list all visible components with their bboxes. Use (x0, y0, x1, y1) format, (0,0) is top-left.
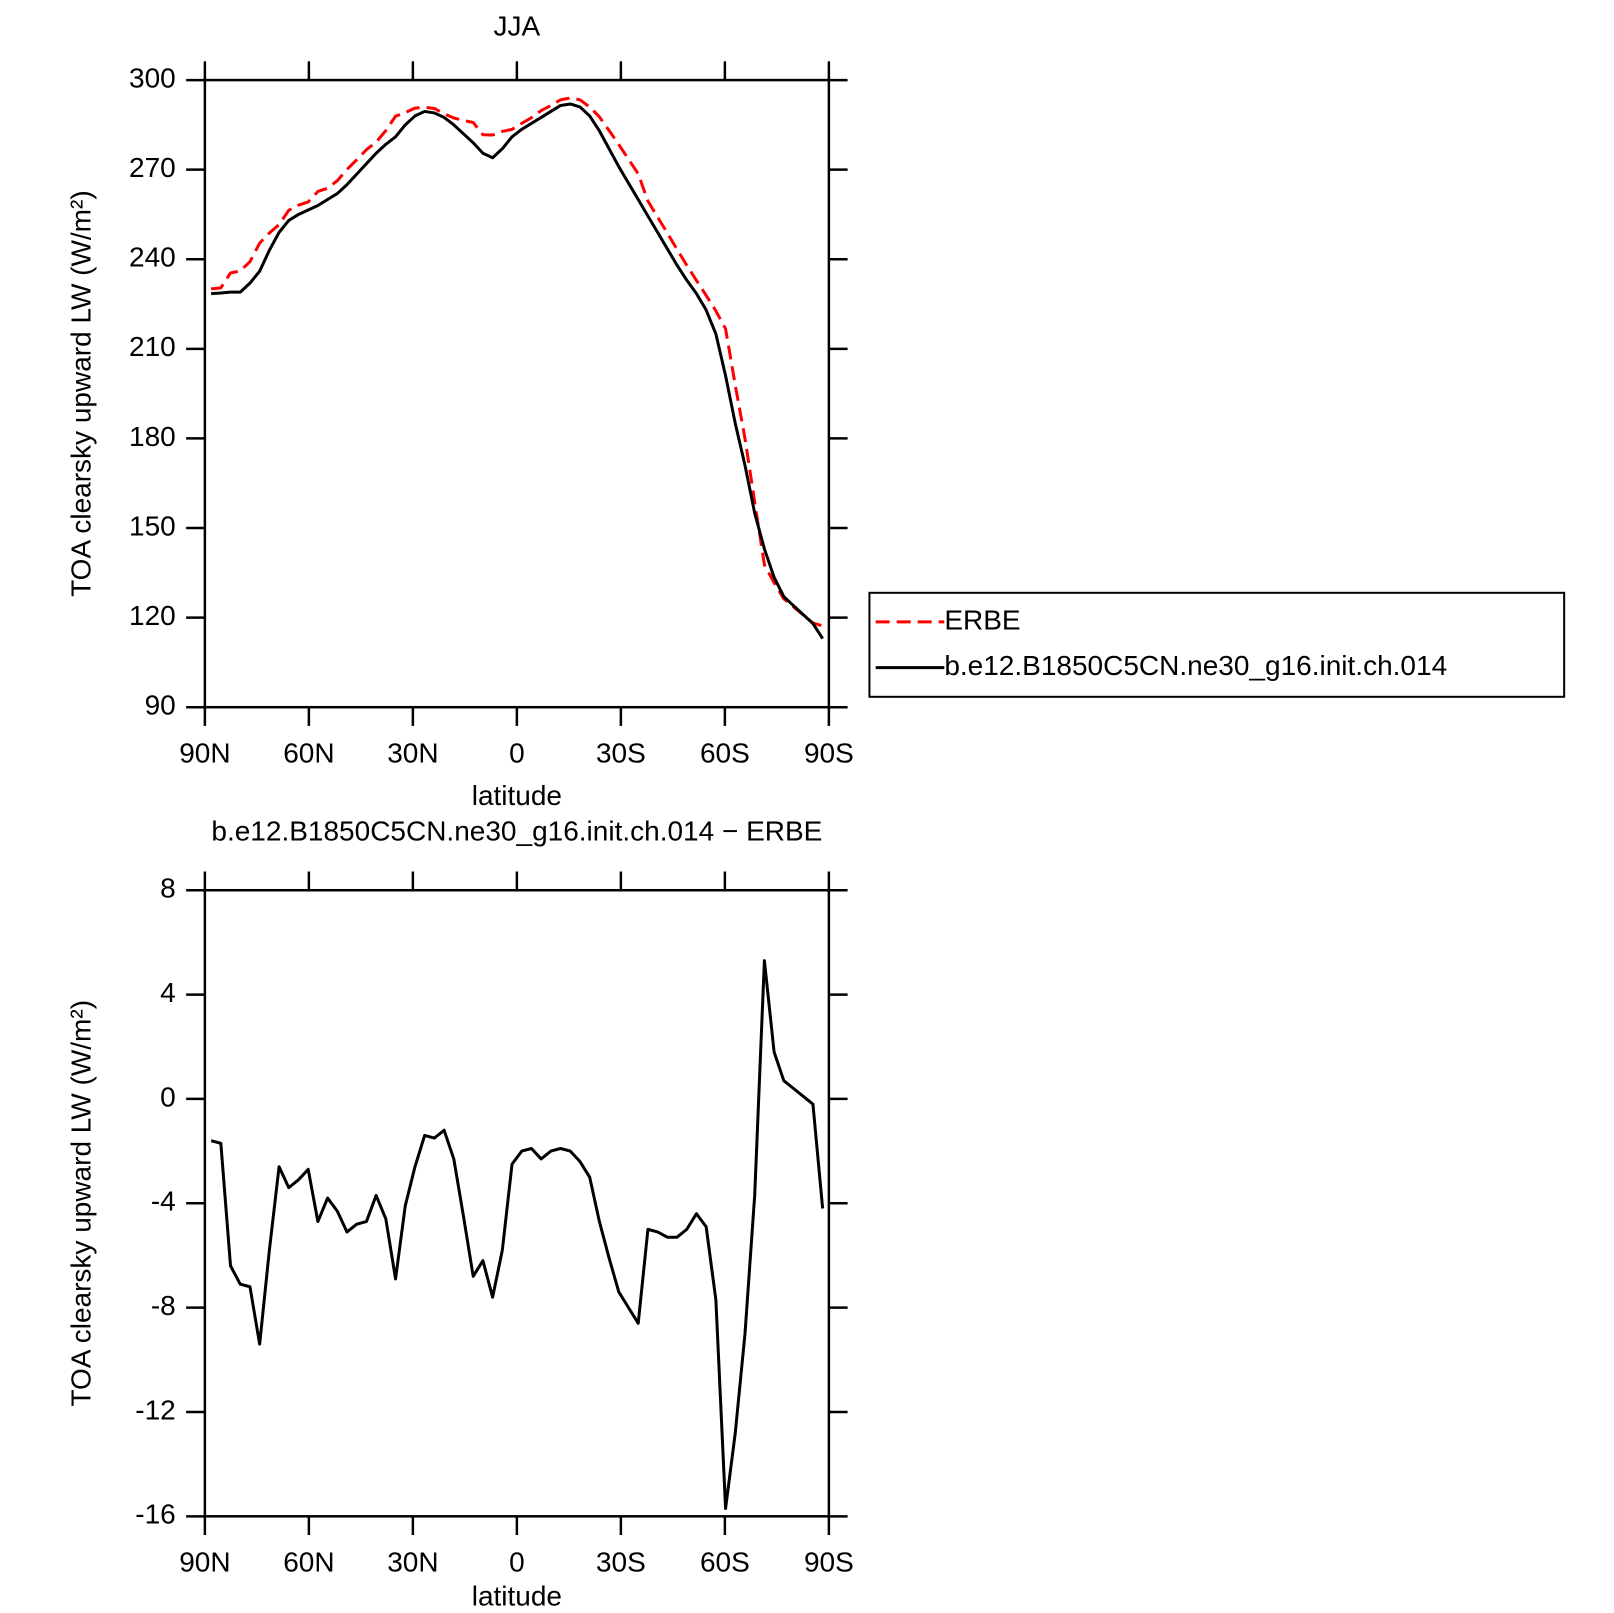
y-axis-label: TOA clearsky upward LW (W/m²) (66, 1000, 97, 1407)
x-tick-label: 60N (283, 737, 334, 768)
y-tick-label: 210 (129, 331, 176, 362)
x-tick-label: 60S (700, 737, 750, 768)
x-tick-label: 30N (387, 737, 438, 768)
y-tick-label: 180 (129, 421, 176, 452)
x-tick-label: 60S (700, 1547, 750, 1578)
legend-label: b.e12.B1850C5CN.ne30_g16.init.ch.014 (944, 650, 1447, 681)
series-line (210, 96, 824, 628)
x-tick-label: 0 (509, 737, 525, 768)
x-tick-label: 30S (596, 1547, 646, 1578)
x-tick-label: 90N (179, 1547, 230, 1578)
series-line (211, 102, 824, 640)
y-tick-label: 0 (160, 1081, 176, 1112)
x-tick-label: 0 (509, 1547, 525, 1578)
chart-title: b.e12.B1850C5CN.ne30_g16.init.ch.014 − E… (211, 815, 822, 846)
x-tick-label: 90S (804, 737, 854, 768)
legend-label: ERBE (944, 604, 1020, 635)
y-tick-label: -4 (151, 1186, 176, 1217)
legend-box (868, 591, 1566, 698)
y-tick-label: 240 (129, 242, 176, 273)
y-tick-label: 120 (129, 600, 176, 631)
x-tick-label: 90S (804, 1547, 854, 1578)
x-tick-label: 30S (596, 737, 646, 768)
y-tick-label: 90 (145, 690, 176, 721)
x-tick-label: 60N (283, 1547, 334, 1578)
plot-frame (203, 78, 831, 709)
y-tick-label: 150 (129, 510, 176, 541)
chart-title: JJA (494, 10, 541, 41)
x-tick-label: 90N (179, 737, 230, 768)
y-tick-label: -8 (151, 1290, 176, 1321)
y-tick-label: 8 (160, 873, 176, 904)
y-tick-label: -12 (135, 1394, 175, 1425)
data-line (210, 959, 825, 1510)
y-tick-label: 4 (160, 977, 176, 1008)
x-axis-label: latitude (472, 780, 562, 811)
y-axis-label: TOA clearsky upward LW (W/m²) (66, 190, 97, 597)
y-tick-label: 270 (129, 152, 176, 183)
y-tick-label: -16 (135, 1499, 175, 1530)
x-axis-label: latitude (472, 1580, 562, 1611)
y-tick-label: 300 (129, 62, 176, 93)
x-tick-label: 30N (387, 1547, 438, 1578)
